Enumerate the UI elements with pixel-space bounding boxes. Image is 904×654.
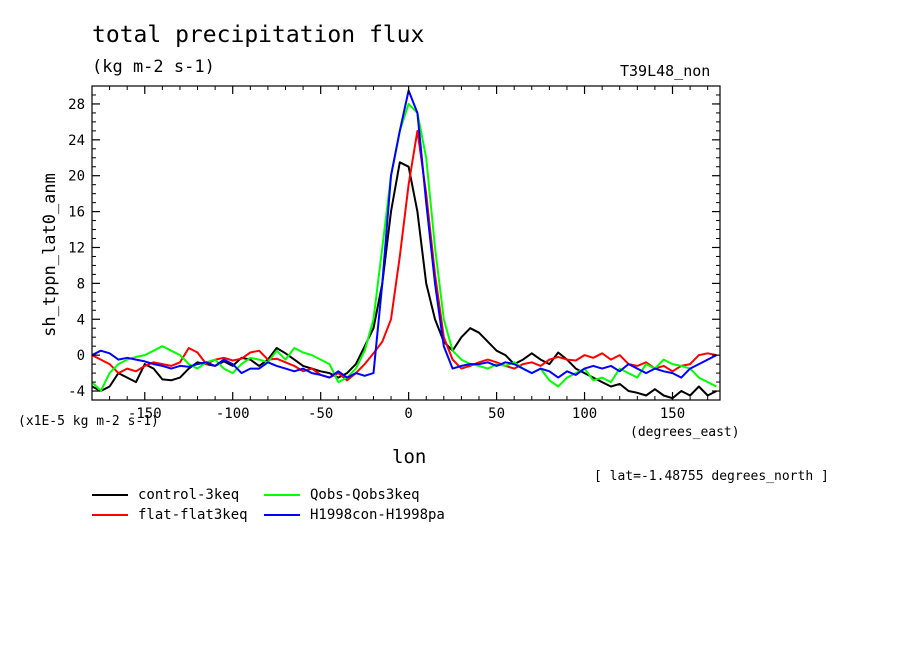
x-tick-label: 0 [404,406,412,422]
y-tick-label: 16 [68,205,85,221]
legend-label: Qobs-Qobs3keq [310,487,420,503]
legend-label: control-3keq [138,487,240,503]
legend-item-qobs-qobs3keq: Qobs-Qobs3keq [264,487,420,503]
legend-label: flat-flat3keq [138,507,248,523]
y-tick-label: 20 [68,169,85,185]
x-tick-label: 100 [572,406,597,422]
x-tick-label: 150 [660,406,685,422]
chart-subtitle: (kg m-2 s-1) [92,57,215,77]
series-line-flat-flat3keq [91,129,717,382]
series-line-qobs-qobs3keq [91,102,717,392]
y-units-label: (x1E-5 kg m-2 s-1) [18,414,159,429]
x-tick-label: -50 [308,406,333,422]
latitude-annotation: [ lat=-1.48755 degrees_north ] [594,469,829,484]
x-tick-label: 50 [488,406,505,422]
chart-title: total precipitation flux [92,22,425,48]
series-line-h1998con-h1998pa [91,89,717,379]
x-tick-label: -150 [128,406,162,422]
legend-swatch [92,514,128,516]
legend-item-control-3keq: control-3keq [92,487,239,503]
x-axis-label: lon [392,446,427,468]
legend-item-flat-flat3keq: flat-flat3keq [92,507,248,523]
y-tick-label: 8 [77,276,85,292]
legend-swatch [264,514,300,516]
x-units-label: (degrees_east) [630,425,740,440]
legend-label: H1998con-H1998pa [310,507,445,523]
y-tick-label: 0 [77,348,85,364]
legend-item-h1998con-h1998pa: H1998con-H1998pa [264,507,445,523]
series-line-control-3keq [91,161,717,400]
run-name: T39L48_non [620,62,711,80]
x-tick-label: -100 [216,406,250,422]
y-tick-label: -4 [68,384,85,400]
y-tick-label: 4 [77,312,85,328]
y-tick-label: 24 [68,133,85,149]
plot-frame [91,85,721,401]
legend-swatch [92,494,128,496]
legend-swatch [264,494,300,496]
y-tick-label: 28 [68,97,85,113]
y-tick-label: 12 [68,240,85,256]
